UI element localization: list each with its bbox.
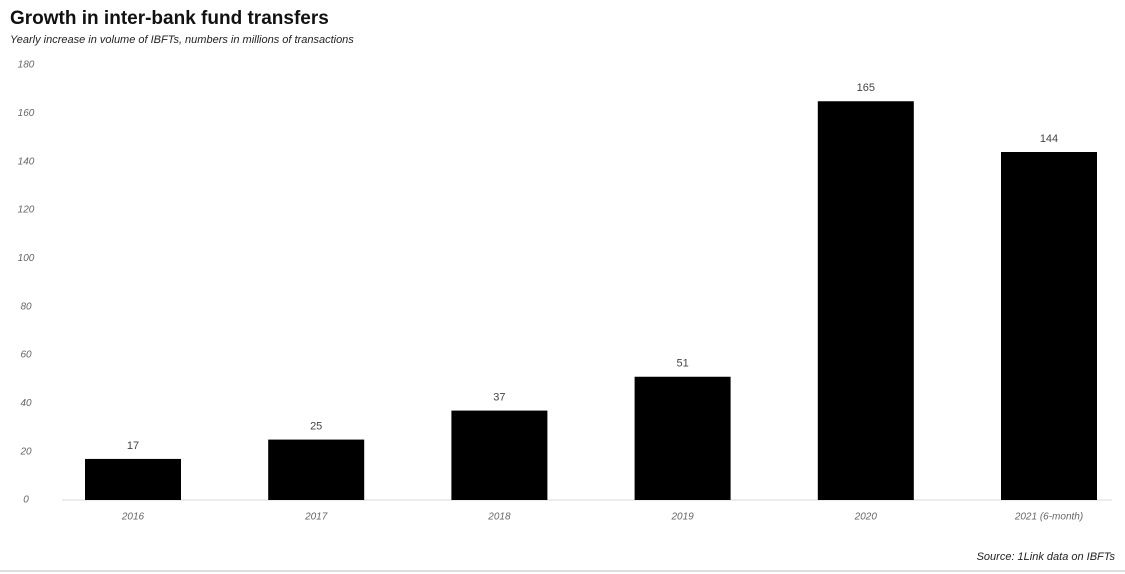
value-label: 165: [857, 82, 875, 94]
y-tick-label: 100: [18, 253, 35, 264]
y-tick-label: 20: [19, 446, 32, 457]
chart-subtitle: Yearly increase in volume of IBFTs, numb…: [10, 34, 354, 46]
value-label: 37: [493, 391, 505, 403]
x-tick-label: 2018: [487, 512, 511, 523]
x-tick-label: 2017: [304, 512, 328, 523]
value-label: 51: [676, 358, 688, 370]
value-label: 144: [1040, 133, 1058, 145]
x-tick-label: 2020: [854, 512, 878, 523]
y-tick-label: 60: [20, 350, 32, 361]
chart-title: Growth in inter-bank fund transfers: [10, 8, 329, 29]
x-tick-label: 2021 (6-month): [1014, 512, 1083, 523]
bar: [85, 458, 181, 500]
bar: [634, 376, 731, 500]
y-tick-label: 140: [18, 156, 35, 167]
y-tick-label: 0: [23, 495, 29, 506]
y-tick-label: 40: [20, 398, 32, 409]
x-tick-label: 2016: [121, 512, 145, 523]
y-tick-label: 180: [18, 60, 35, 71]
bar: [817, 101, 914, 500]
value-label: 17: [127, 440, 139, 452]
source-note: Source: 1Link data on IBFTs: [977, 551, 1116, 563]
y-tick-label: 80: [20, 301, 32, 312]
value-label: 25: [310, 420, 322, 432]
y-tick-label: 120: [18, 205, 35, 216]
bar: [451, 410, 548, 500]
bar: [268, 439, 365, 500]
bar: [1001, 152, 1097, 500]
x-tick-label: 2019: [670, 512, 694, 523]
y-tick-label: 160: [18, 108, 35, 119]
